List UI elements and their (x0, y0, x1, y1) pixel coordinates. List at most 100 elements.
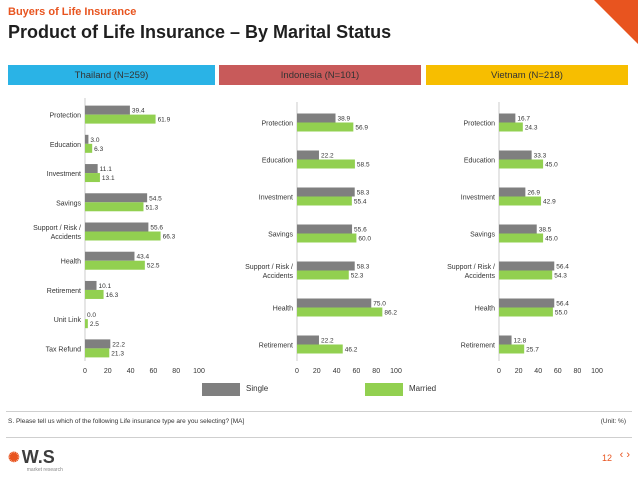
category-label: Health (475, 306, 495, 313)
data-label: 25.7 (526, 347, 539, 354)
legend-married-swatch (365, 383, 403, 396)
bar-married (85, 231, 161, 241)
prev-arrow-icon[interactable]: ‹ (619, 449, 624, 461)
bar-married (499, 196, 542, 206)
data-label: 26.9 (527, 190, 540, 197)
bar-single (85, 280, 97, 290)
category-label: Health (61, 259, 81, 266)
x-tick-label: 0 (295, 368, 299, 375)
x-tick-label: 20 (515, 368, 523, 375)
data-label: 38.5 (539, 227, 552, 234)
data-label: 52.5 (147, 263, 160, 270)
data-label: 13.1 (102, 175, 115, 182)
x-tick-label: 40 (534, 368, 542, 375)
bar-married (499, 159, 544, 169)
bar-married (499, 270, 553, 280)
category-label: Education (464, 158, 495, 165)
x-tick-label: 40 (127, 368, 135, 375)
data-label: 16.3 (106, 292, 119, 299)
category-label: Retirement (461, 343, 495, 350)
data-label: 6.3 (94, 146, 103, 153)
bar-single (297, 261, 355, 271)
data-label: 52.3 (351, 273, 364, 280)
data-label: 24.3 (525, 125, 538, 132)
data-label: 39.4 (132, 108, 145, 115)
category-label: Retirement (259, 343, 293, 350)
data-label: 55.6 (150, 225, 163, 232)
divider-bottom (6, 437, 632, 438)
bar-single (297, 187, 355, 197)
bar-married (85, 348, 110, 358)
x-tick-label: 60 (150, 368, 158, 375)
bar-married (85, 114, 156, 124)
category-label: Protection (261, 121, 293, 128)
corner-accent (594, 0, 638, 44)
band-vietnam: Vietnam (N=218) (426, 65, 628, 85)
bar-married (297, 233, 357, 243)
category-label: Retirement (47, 288, 81, 295)
x-tick-label: 100 (591, 368, 603, 375)
data-label: 66.3 (163, 234, 176, 241)
category-label: Investment (461, 195, 495, 202)
data-label: 0.0 (87, 312, 96, 319)
x-tick-label: 80 (172, 368, 180, 375)
data-label: 56.9 (355, 125, 368, 132)
data-label: 2.5 (90, 321, 99, 328)
category-label: Protection (49, 113, 81, 120)
next-arrow-icon[interactable]: › (626, 449, 630, 461)
data-label: 12.8 (514, 338, 527, 345)
data-label: 55.6 (354, 227, 367, 234)
x-tick-label: 20 (313, 368, 321, 375)
category-label: Savings (56, 200, 81, 207)
category-label: Education (262, 158, 293, 165)
data-label: 56.4 (556, 301, 569, 308)
bar-married (85, 319, 88, 329)
bar-married (85, 202, 144, 212)
x-tick-label: 60 (353, 368, 361, 375)
bar-single (499, 298, 555, 308)
page-number: 12 (601, 453, 612, 463)
category-label: Investment (47, 171, 81, 178)
bar-married (297, 122, 354, 132)
bar-married (297, 196, 352, 206)
data-label: 42.9 (543, 199, 556, 206)
category-label: Education (50, 142, 81, 149)
bar-single (297, 224, 353, 234)
sun-icon: ✺ (8, 449, 20, 465)
data-label: 38.9 (338, 116, 351, 123)
bar-single (499, 150, 532, 160)
x-tick-label: 0 (497, 368, 501, 375)
bar-single (499, 187, 526, 197)
data-label: 86.2 (384, 310, 397, 317)
bar-single (85, 339, 111, 349)
bar-married (85, 260, 145, 270)
footnote: S. Please tell us which of the following… (8, 418, 245, 425)
category-label: Protection (463, 121, 495, 128)
category-label: Unit Link (54, 317, 82, 324)
bar-married (297, 270, 349, 280)
bar-married (499, 233, 544, 243)
x-tick-label: 100 (193, 368, 205, 375)
bar-single (85, 105, 130, 115)
bar-single (85, 222, 149, 232)
legend-single-swatch (202, 383, 240, 396)
x-tick-label: 0 (83, 368, 87, 375)
bar-single (499, 113, 516, 123)
data-label: 10.1 (99, 283, 112, 290)
category-label: Tax Refund (46, 346, 82, 353)
data-label: 45.0 (545, 162, 558, 169)
nav-arrows[interactable]: ‹ › (620, 449, 630, 461)
bar-married (85, 143, 93, 153)
bar-married (297, 344, 343, 354)
data-label: 60.0 (358, 236, 371, 243)
data-label: 33.3 (534, 153, 547, 160)
bar-single (297, 113, 336, 123)
logo-text: W.S (21, 447, 55, 467)
data-label: 51.3 (145, 204, 158, 211)
bar-single (297, 150, 319, 160)
logo-subtitle: market research (26, 467, 63, 473)
bar-single (499, 224, 537, 234)
bar-married (85, 289, 104, 299)
bar-charts: 0 20 40 60 80 100 Protection 39.4 61.9 Education 3… (33, 98, 603, 375)
section-supertitle: Buyers of Life Insurance (8, 6, 137, 18)
